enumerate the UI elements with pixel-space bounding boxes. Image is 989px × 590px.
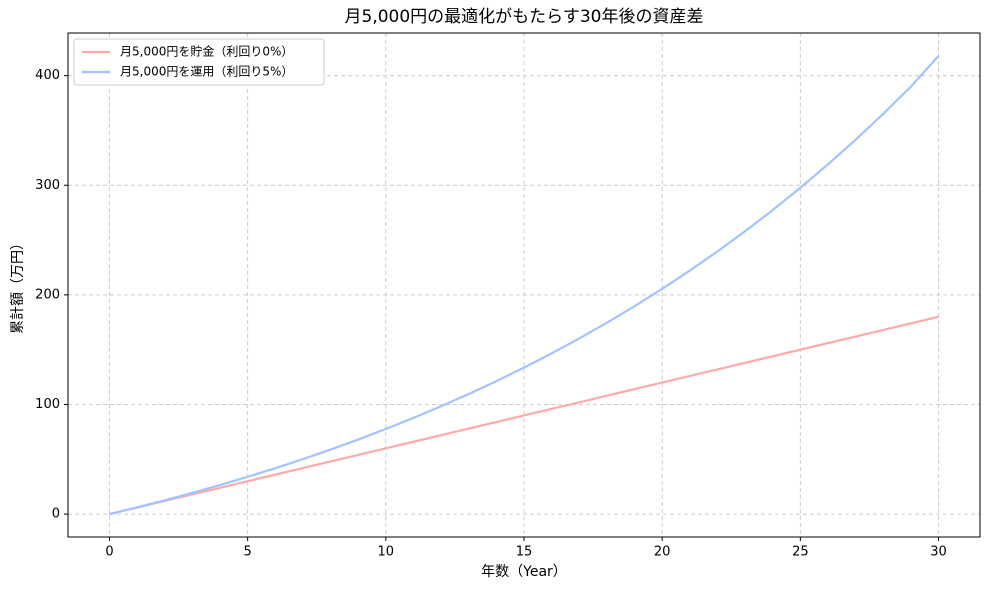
- legend-box: [73, 38, 325, 86]
- x-tick-label: 25: [792, 545, 809, 560]
- y-tick-label: 200: [35, 287, 60, 302]
- y-tick-label: 300: [35, 178, 60, 193]
- series-line: [109, 315, 939, 516]
- x-axis-label: 年数（Year）: [481, 564, 567, 580]
- x-tick-label: 30: [930, 545, 947, 560]
- x-tick-label: 5: [243, 545, 251, 560]
- legend: 月5,000円を貯金（利回り0%） 月5,000円を運用（利回り5%）: [73, 38, 325, 86]
- x-tick-label: 20: [654, 545, 671, 560]
- x-tick-label: 15: [516, 545, 533, 560]
- y-tick-label: 0: [52, 507, 60, 522]
- y-tick-label: 100: [35, 397, 60, 412]
- y-axis-label: 累計額（万円）: [10, 236, 26, 334]
- chart-title: 月5,000円の最適化がもたらす30年後の資産差: [345, 7, 704, 27]
- series-line: [109, 55, 940, 516]
- x-tick-label: 0: [105, 545, 113, 560]
- plot-frame: [67, 32, 981, 538]
- x-tick-label: 10: [378, 545, 395, 560]
- legend-label: 月5,000円を運用（利回り5%）: [120, 65, 293, 79]
- y-tick-label: 400: [35, 68, 60, 83]
- legend-label: 月5,000円を貯金（利回り0%）: [120, 44, 293, 59]
